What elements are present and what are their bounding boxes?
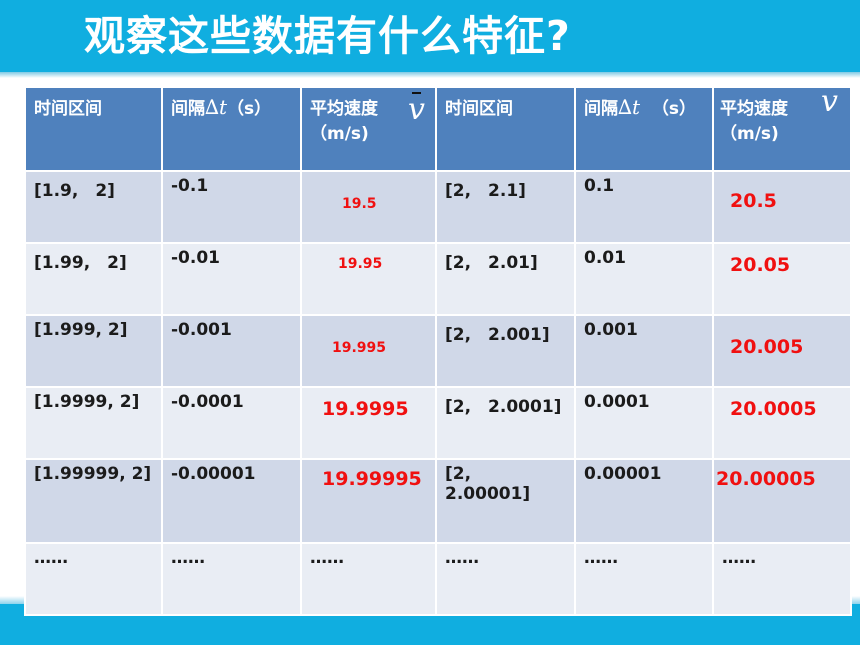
data-table: 时间区间 间隔∆t（s） 平均速度 （m/s) v 时间区间 间隔∆t （s） … — [24, 86, 852, 616]
header-delta-left: 间隔∆t（s） — [161, 86, 302, 172]
right-dt-cell: 0.00001 — [574, 458, 714, 544]
table-row: [1.9, 2] -0.1 19.5 [2, 2.1] 0.1 20.5 — [24, 170, 852, 244]
header-interval-left: 时间区间 — [24, 86, 163, 172]
table-row: [1.999, 2] -0.001 19.995 [2, 2.001] 0.00… — [24, 314, 852, 388]
left-speed-cell: 19.995 — [300, 314, 437, 388]
left-speed-cell: 19.95 — [300, 242, 437, 316]
header-speed-left: 平均速度 （m/s) v — [300, 86, 437, 172]
left-dt-cell: -0.1 — [161, 170, 302, 244]
left-speed-cell: 19.9995 — [300, 386, 437, 460]
left-interval-cell: [1.999, 2] — [24, 314, 163, 388]
title-shadow — [0, 72, 860, 78]
right-interval-cell: [2, 2.1] — [435, 170, 576, 244]
right-interval-cell: [2, 2.01] — [435, 242, 576, 316]
ellipsis-cell: …… — [161, 542, 302, 616]
ellipsis-cell: …… — [574, 542, 714, 616]
right-speed-cell: 20.0005 — [712, 386, 852, 460]
ellipsis-cell: …… — [24, 542, 163, 616]
right-speed-cell: 20.00005 — [712, 458, 852, 544]
header-speed-right: 平均速度 （m/s) v — [712, 86, 852, 172]
v-bar-symbol: v — [408, 92, 425, 127]
right-dt-cell: 0.1 — [574, 170, 714, 244]
left-dt-cell: -0.001 — [161, 314, 302, 388]
right-dt-cell: 0.0001 — [574, 386, 714, 460]
left-speed-cell: 19.99995 — [300, 458, 437, 544]
right-interval-cell: [2, 2.001] — [435, 314, 576, 388]
slide-title: 观察这些数据有什么特征? — [84, 12, 571, 60]
left-dt-cell: -0.0001 — [161, 386, 302, 460]
right-speed-cell: 20.005 — [712, 314, 852, 388]
table-row: [1.99, 2] -0.01 19.95 [2, 2.01] 0.01 20.… — [24, 242, 852, 316]
right-speed-cell: 20.5 — [712, 170, 852, 244]
ellipsis-cell: …… — [712, 542, 852, 616]
left-dt-cell: -0.00001 — [161, 458, 302, 544]
table-row: [1.99999, 2] -0.00001 19.99995 [2, 2.000… — [24, 458, 852, 544]
right-interval-cell: [2, 2.00001] — [435, 458, 576, 544]
left-interval-cell: [1.9, 2] — [24, 170, 163, 244]
table-header-row: 时间区间 间隔∆t（s） 平均速度 （m/s) v 时间区间 间隔∆t （s） … — [24, 86, 852, 172]
left-interval-cell: [1.9999, 2] — [24, 386, 163, 460]
left-interval-cell: [1.99, 2] — [24, 242, 163, 316]
left-dt-cell: -0.01 — [161, 242, 302, 316]
header-delta-right: 间隔∆t （s） — [574, 86, 714, 172]
header-interval-right: 时间区间 — [435, 86, 576, 172]
right-dt-cell: 0.01 — [574, 242, 714, 316]
title-bar — [0, 0, 860, 72]
v-bar-symbol: v — [821, 87, 838, 119]
right-speed-cell: 20.05 — [712, 242, 852, 316]
right-dt-cell: 0.001 — [574, 314, 714, 388]
left-interval-cell: [1.99999, 2] — [24, 458, 163, 544]
right-interval-cell: [2, 2.0001] — [435, 386, 576, 460]
table-row: …… …… …… …… …… …… — [24, 542, 852, 616]
ellipsis-cell: …… — [435, 542, 576, 616]
ellipsis-cell: …… — [300, 542, 437, 616]
left-speed-cell: 19.5 — [300, 170, 437, 244]
table-row: [1.9999, 2] -0.0001 19.9995 [2, 2.0001] … — [24, 386, 852, 460]
